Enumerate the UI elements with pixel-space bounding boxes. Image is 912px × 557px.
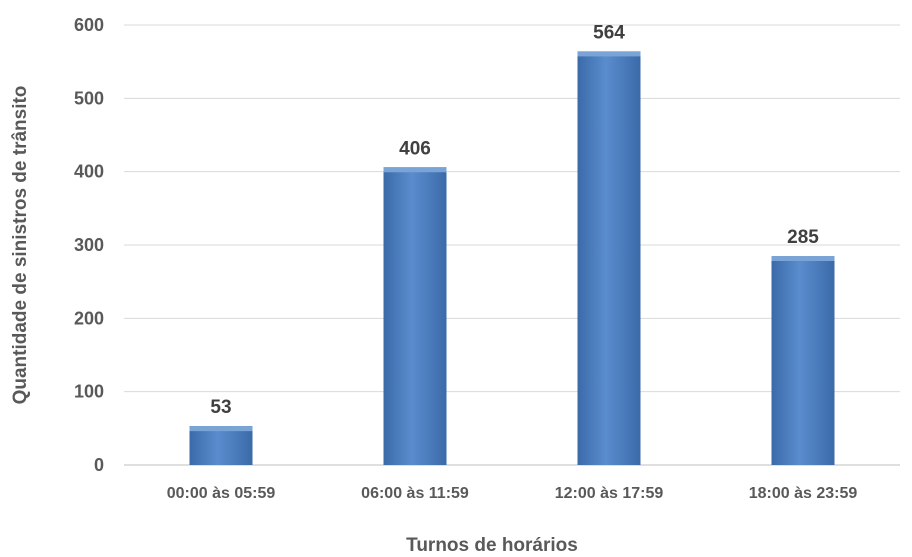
bar [383, 167, 447, 465]
x-category-label: 00:00 às 05:59 [167, 485, 276, 502]
data-label: 406 [399, 138, 431, 159]
bar-body [771, 256, 835, 465]
y-axis-title: Quantidade de sinistros de trânsito [10, 86, 31, 405]
x-category-label: 18:00 às 23:59 [749, 485, 858, 502]
bar-top-bevel [383, 167, 447, 173]
y-tick-label: 300 [74, 235, 104, 255]
y-axis-ticks: 0 100 200 300 400 500 600 [74, 15, 104, 475]
y-tick-label: 500 [74, 88, 104, 108]
bar-top-bevel [189, 426, 253, 432]
bar-body [189, 426, 253, 465]
bar [189, 426, 253, 465]
y-tick-label: 0 [94, 455, 104, 475]
gridlines [124, 24, 900, 393]
x-axis-title: Turnos de horários [406, 535, 578, 556]
bar-body [383, 167, 447, 465]
data-label: 53 [210, 397, 231, 418]
bar-top-bevel [771, 256, 835, 261]
bar-body [577, 51, 641, 466]
x-category-label: 12:00 às 17:59 [555, 485, 664, 502]
data-labels: 53 406 564 285 [210, 22, 819, 418]
bars [189, 51, 835, 466]
y-tick-label: 100 [74, 382, 104, 402]
bar [771, 256, 835, 465]
x-axis-categories: 00:00 às 05:59 06:00 às 11:59 12:00 às 17:… [167, 485, 858, 502]
y-tick-label: 400 [74, 162, 104, 182]
y-tick-label: 600 [74, 15, 104, 35]
x-category-label: 06:00 às 11:59 [361, 485, 469, 502]
y-tick-label: 200 [74, 308, 104, 328]
data-label: 285 [787, 227, 819, 248]
data-label: 564 [593, 22, 625, 43]
bar [577, 51, 641, 466]
bar-top-bevel [577, 51, 641, 57]
